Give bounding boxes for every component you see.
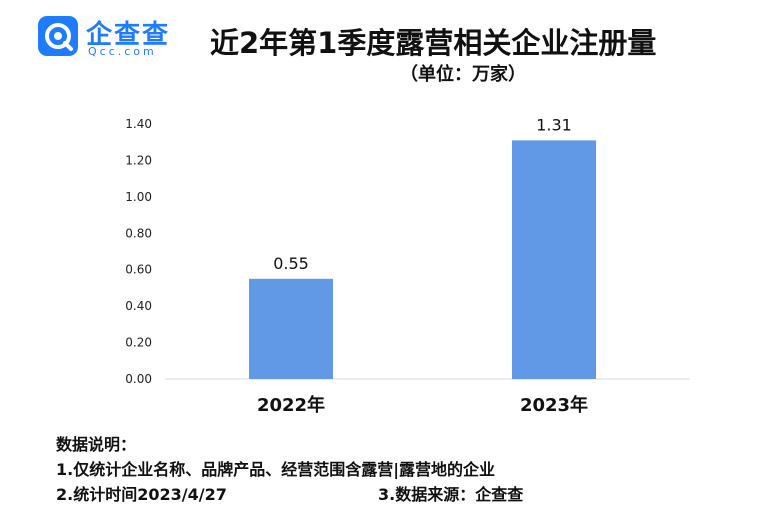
notes-heading: 数据说明： bbox=[56, 435, 137, 454]
notes-line-1: 1.仅统计企业名称、品牌产品、经营范围含露营|露营地的企业 bbox=[56, 460, 496, 479]
y-tick-label: 0.00 bbox=[125, 372, 152, 386]
y-axis-ticks: 0.00 0.20 0.40 0.60 0.80 1.00 1.20 1.40 bbox=[125, 117, 152, 386]
y-tick-label: 1.00 bbox=[125, 190, 152, 204]
y-tick-label: 0.60 bbox=[125, 263, 152, 277]
data-notes: 数据说明： 1.仅统计企业名称、品牌产品、经营范围含露营|露营地的企业 2.统计… bbox=[56, 432, 736, 507]
y-tick-label: 0.20 bbox=[125, 336, 152, 350]
y-tick-label: 0.40 bbox=[125, 299, 152, 313]
chart-unit-subtitle: （单位：万家） bbox=[400, 64, 526, 85]
y-tick-label: 0.80 bbox=[125, 226, 152, 240]
y-tick-label: 1.40 bbox=[125, 117, 152, 131]
qcc-logo: 企查查 Qcc.com bbox=[38, 14, 198, 60]
bar bbox=[249, 278, 333, 379]
bar-chart: 0.00 0.20 0.40 0.60 0.80 1.00 1.20 1.40 0.55 1.3… bbox=[125, 115, 690, 416]
notes-line-2-row: 2.统计时间2023/4/27 3.数据来源：企查查 bbox=[56, 482, 736, 507]
x-tick-label: 2023年 bbox=[520, 394, 588, 416]
bar-value-label: 0.55 bbox=[273, 254, 309, 273]
bar-value-label: 1.31 bbox=[536, 115, 572, 134]
bars-group bbox=[249, 140, 596, 379]
x-tick-label: 2022年 bbox=[257, 394, 325, 416]
logo-text: 企查查 bbox=[86, 20, 171, 50]
bar-value-labels: 0.55 1.31 bbox=[273, 115, 572, 272]
logo-subtext: Qcc.com bbox=[88, 45, 157, 58]
x-axis-labels: 2022年 2023年 bbox=[257, 394, 588, 416]
chart-title: 近2年第1季度露营相关企业注册量 bbox=[210, 26, 657, 60]
notes-line-3: 3.数据来源：企查查 bbox=[378, 485, 524, 504]
bar bbox=[512, 140, 596, 379]
y-tick-label: 1.20 bbox=[125, 153, 152, 167]
qcc-logo-icon bbox=[38, 16, 78, 56]
notes-line-2: 2.统计时间2023/4/27 bbox=[56, 485, 227, 504]
